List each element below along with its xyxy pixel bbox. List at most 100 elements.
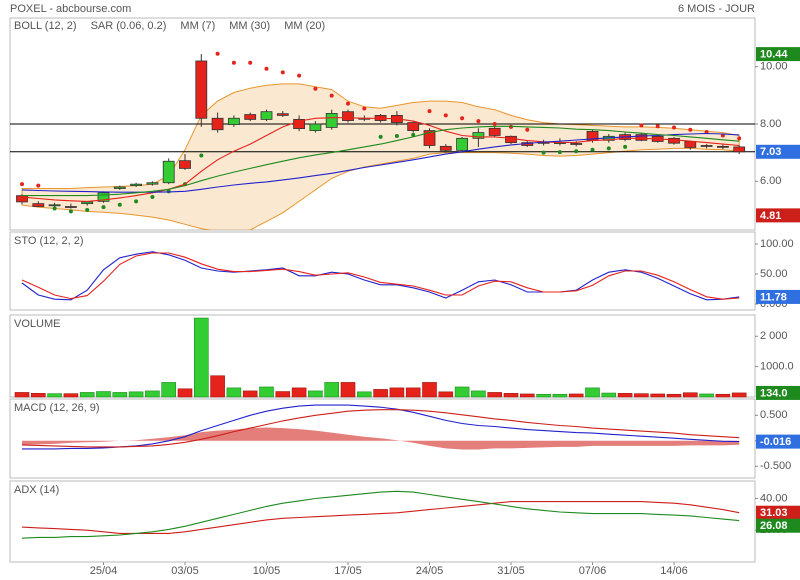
sar-dot <box>655 124 660 129</box>
volume-bar <box>30 393 46 398</box>
volume-bar <box>324 382 340 398</box>
x-tick-label: 24/05 <box>416 565 444 577</box>
sar-dot <box>427 109 432 114</box>
volume-bar <box>291 387 307 398</box>
candle-body <box>456 137 469 151</box>
indicator-line <box>21 117 740 202</box>
panel-frame <box>9 398 756 479</box>
volume-bar <box>438 391 454 398</box>
y-tick-label: 50.00 <box>760 268 788 280</box>
volume-bar <box>161 382 176 398</box>
candle-body <box>700 145 713 147</box>
volume-bar <box>536 393 551 398</box>
volume-bar <box>308 390 323 398</box>
candle-body <box>195 60 208 119</box>
candle-body <box>570 143 583 145</box>
y-tick-label: -0.500 <box>760 460 791 472</box>
sar-dot <box>639 123 644 128</box>
sar-dot <box>476 119 481 124</box>
value-box <box>756 47 800 62</box>
y-tick-label: 0.500 <box>760 409 788 421</box>
macd-histogram <box>22 427 740 450</box>
sar-dot <box>150 195 155 200</box>
volume-bar <box>79 392 95 398</box>
page-title: POXEL - abcbourse.com <box>10 3 131 15</box>
candle-body <box>505 135 517 144</box>
y-tick-label: 2 000 <box>760 330 788 342</box>
indicator-line <box>21 252 740 300</box>
volume-bar <box>340 382 356 398</box>
sar-dot <box>329 93 334 98</box>
candle-body <box>146 182 159 185</box>
volume-bar <box>356 391 372 398</box>
x-tick-label: 31/05 <box>497 565 525 577</box>
sar-dot <box>443 113 448 118</box>
sar-dot <box>297 73 302 78</box>
volume-bar <box>275 391 291 398</box>
candle-body <box>439 145 452 151</box>
x-tick-label: 17/05 <box>334 565 362 577</box>
volume-bar <box>63 393 79 398</box>
panel-frame <box>9 314 756 398</box>
volume-bar <box>128 391 144 398</box>
sar-dot <box>20 182 24 187</box>
volume-bar <box>14 392 30 398</box>
sar-dot <box>134 199 139 204</box>
sar-dot <box>737 136 742 141</box>
value-box <box>756 385 800 400</box>
y-tick-label: 8.00 <box>760 118 781 130</box>
candle-body <box>276 113 289 116</box>
volume-bar <box>682 392 698 398</box>
value-box <box>756 518 800 533</box>
sar-dot <box>411 132 416 137</box>
value-box-label: 7.03 <box>760 146 781 158</box>
volume-bar <box>519 393 535 398</box>
sar-dot <box>248 60 253 65</box>
x-tick-label: 25/04 <box>90 565 118 577</box>
sar-dot <box>394 134 399 139</box>
x-tick-label: 03/05 <box>171 565 199 577</box>
volume-bar <box>601 392 617 398</box>
value-box-label: 134.0 <box>760 387 788 399</box>
sar-dot <box>362 106 367 111</box>
candle-body <box>325 113 338 128</box>
value-box <box>756 434 800 449</box>
x-tick-label: 14/06 <box>660 565 688 577</box>
volume-bar <box>194 317 209 398</box>
legend-entry: MM (20) <box>284 20 325 32</box>
sar-dot <box>590 147 595 152</box>
sar-dot <box>68 209 73 214</box>
sar-dot <box>280 70 285 75</box>
value-box-label: 31.03 <box>760 507 788 519</box>
candle-body <box>65 206 77 208</box>
volume-bar <box>568 393 584 398</box>
candle-body <box>684 141 697 148</box>
candle-body <box>407 122 420 131</box>
sar-dot <box>36 183 41 188</box>
volume-bar <box>373 389 388 398</box>
candle-body <box>211 117 224 131</box>
y-tick-label: 100.00 <box>760 238 794 250</box>
candle-body <box>162 160 175 184</box>
candle-body <box>423 130 436 146</box>
panel-title: STO (12, 2, 2) <box>14 235 84 247</box>
sar-dot <box>85 207 90 212</box>
volume-bar <box>715 393 731 398</box>
sar-dot <box>525 127 530 132</box>
value-box <box>756 505 800 520</box>
y-tick-label: 10.00 <box>760 61 788 73</box>
value-box-label: 11.78 <box>760 291 787 303</box>
candle-body <box>179 160 191 169</box>
volume-bar <box>454 386 470 398</box>
sar-dot <box>688 127 693 132</box>
sar-dot <box>492 122 497 126</box>
candle-body <box>472 132 485 139</box>
volume-bar <box>650 393 666 398</box>
volume-bar <box>487 392 503 398</box>
volume-bar <box>552 393 568 398</box>
candle-body <box>227 117 240 125</box>
sar-dot <box>460 116 465 121</box>
panel-frame <box>9 231 756 311</box>
sar-dot <box>672 125 676 130</box>
